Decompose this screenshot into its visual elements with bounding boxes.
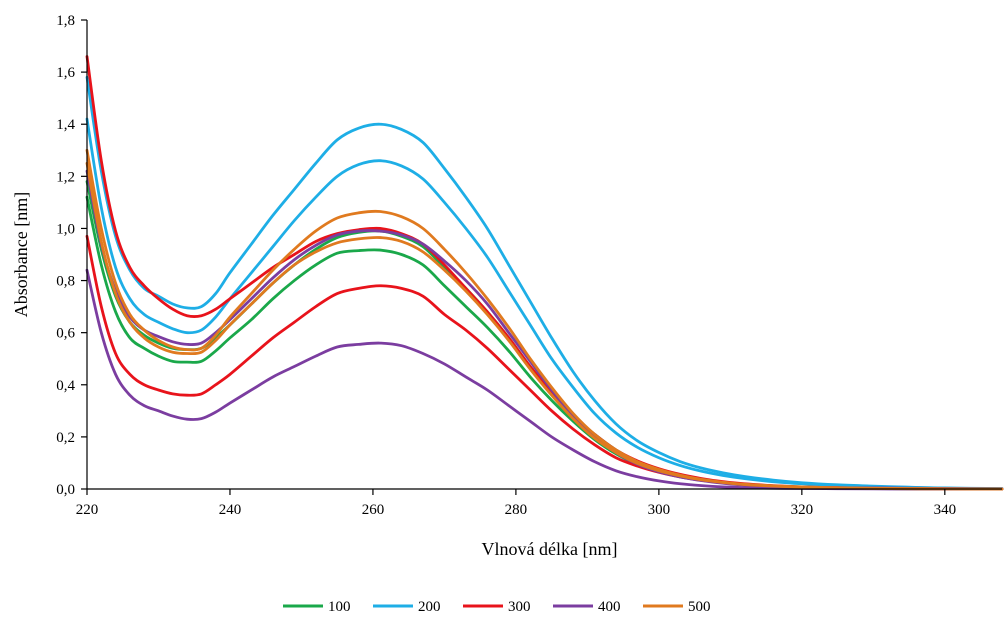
series-line-400	[85, 268, 1004, 491]
y-tick-label: 1,2	[56, 169, 75, 185]
series-line-200	[85, 117, 1004, 491]
series-line-300	[85, 234, 1004, 491]
series-line-100	[85, 195, 1004, 491]
legend-item-200: 200	[373, 599, 441, 615]
series-line-500	[85, 148, 1004, 491]
x-tick-label: 220	[76, 502, 99, 518]
x-tick-label: 320	[791, 502, 814, 518]
legend-label: 300	[508, 599, 531, 615]
x-tick-label: 280	[505, 502, 528, 518]
legend: 100 200 300 400 500	[283, 599, 711, 615]
legend-item-300: 300	[463, 599, 531, 615]
series-line-100	[85, 180, 1004, 491]
legend-item-500: 500	[643, 599, 711, 615]
series-line-500	[85, 161, 1004, 491]
legend-label: 500	[688, 599, 711, 615]
y-tick-label: 0,0	[56, 482, 75, 498]
legend-item-400: 400	[553, 599, 621, 615]
x-axis-title: Vlnová délka [nm]	[482, 539, 618, 559]
y-axis-title: Absorbance [nm]	[11, 192, 31, 317]
y-tick-label: 1,6	[56, 65, 75, 81]
series-line-300	[85, 55, 1004, 491]
legend-item-100: 100	[283, 599, 351, 615]
x-tick-label: 300	[648, 502, 671, 518]
y-tick-label: 1,0	[56, 221, 75, 237]
legend-label: 100	[328, 599, 351, 615]
legend-label: 200	[418, 599, 441, 615]
y-tick-label: 0,8	[56, 274, 75, 290]
series-line-200	[85, 75, 1004, 490]
legend-label: 400	[598, 599, 621, 615]
axes-layer	[86, 20, 1002, 490]
y-tick-label: 1,4	[56, 117, 75, 133]
x-tick-label: 260	[362, 502, 385, 518]
series-layer	[85, 55, 1004, 491]
y-tick-label: 1,8	[56, 13, 75, 29]
y-tick-label: 0,2	[56, 430, 75, 446]
y-tick-label: 0,4	[56, 378, 75, 394]
x-tick-label: 240	[219, 502, 242, 518]
y-tick-label: 0,6	[56, 326, 75, 342]
x-tick-label: 340	[934, 502, 957, 518]
ticks-layer: 0,0 0,2 0,4 0,6 0,8 1,0 1,2 1,4 1,6 1,8 220 240 260 2…	[56, 13, 956, 518]
